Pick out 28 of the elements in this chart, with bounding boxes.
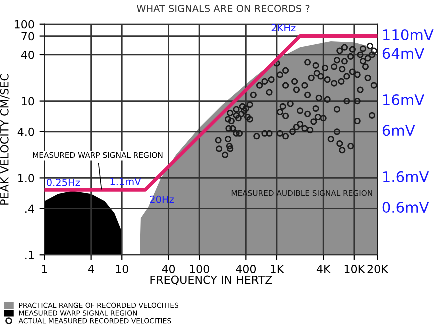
x-tick-label: 1 xyxy=(42,265,48,274)
y-tick-label: 100 xyxy=(14,20,34,29)
y-tick-label: 10 xyxy=(22,97,34,106)
x-tick-label: 20K xyxy=(368,265,389,274)
y-tick-label: 40 xyxy=(21,50,34,60)
annotation: 110mV xyxy=(383,29,434,41)
x-tick-label: 400 xyxy=(236,265,256,274)
x-tick-label: 40 xyxy=(162,265,176,274)
y-tick-label: .4 xyxy=(26,204,34,214)
annotation: 16mV xyxy=(383,94,424,106)
x-tick-label: 4K xyxy=(316,265,332,274)
y-axis-title: PEAK VELOCITY CM/SEC xyxy=(0,74,10,205)
y-tick-label: 70 xyxy=(22,32,34,41)
y-tick-label: 1.0 xyxy=(18,174,34,183)
x-tick-label: 1K xyxy=(271,265,284,274)
x-tick-label: 10K xyxy=(344,265,366,274)
chart-title: WHAT SIGNALS ARE ON RECORDS ? xyxy=(136,5,310,12)
annotation: 0.25Hz xyxy=(47,178,80,186)
y-tick-label: 4.0 xyxy=(18,128,34,136)
x-tick-label: 100 xyxy=(190,265,210,274)
annotation: 1.6mV xyxy=(383,171,430,182)
annotation: 6mV xyxy=(382,125,416,136)
x-tick-label: 10 xyxy=(116,265,128,274)
annotation: 64mV xyxy=(382,48,424,60)
x-tick-label: 4 xyxy=(88,265,94,274)
x-axis-title: FREQUENCY IN HERTZ xyxy=(150,276,272,286)
annotation: 0.6mV xyxy=(382,202,430,214)
y-tick-label: .1 xyxy=(26,251,34,260)
